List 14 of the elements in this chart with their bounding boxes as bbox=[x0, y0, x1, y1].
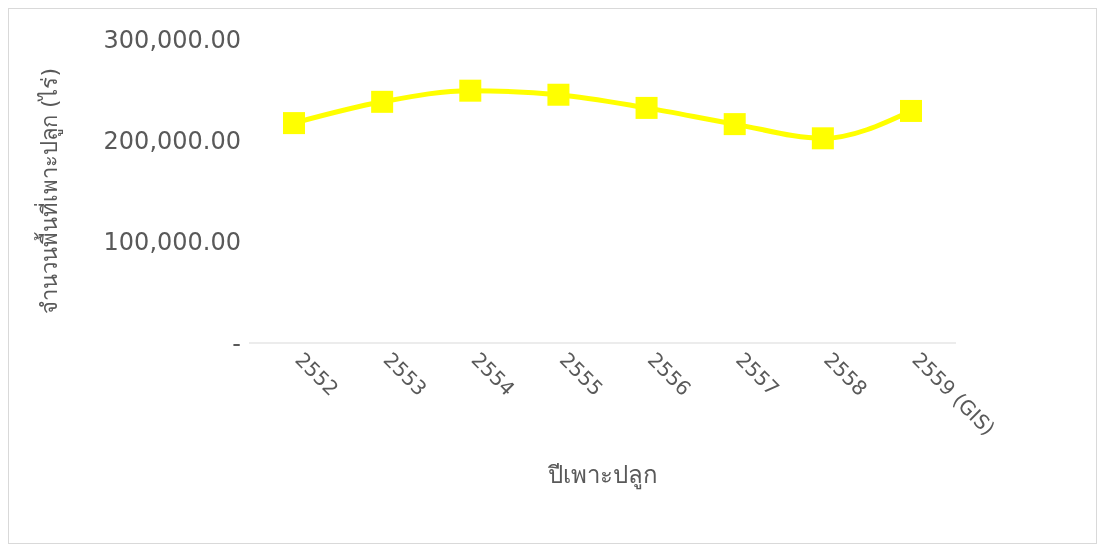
point bbox=[635, 96, 658, 119]
y-axis-title: จำนวนพื้นที่เพาะปลูก (ไร่) bbox=[33, 67, 63, 315]
y-tick-label: 100,000.00 bbox=[103, 228, 241, 257]
point bbox=[283, 112, 305, 135]
point bbox=[547, 83, 570, 106]
point bbox=[811, 127, 834, 150]
y-tick-label: - bbox=[232, 329, 241, 358]
point bbox=[900, 99, 922, 122]
y-tick-label: 200,000.00 bbox=[103, 126, 241, 155]
point bbox=[371, 90, 394, 113]
point bbox=[459, 79, 482, 102]
point bbox=[723, 113, 746, 136]
y-tick-label: 300,000.00 bbox=[103, 25, 241, 54]
x-axis-title: ปีเพาะปลูก bbox=[546, 461, 658, 490]
